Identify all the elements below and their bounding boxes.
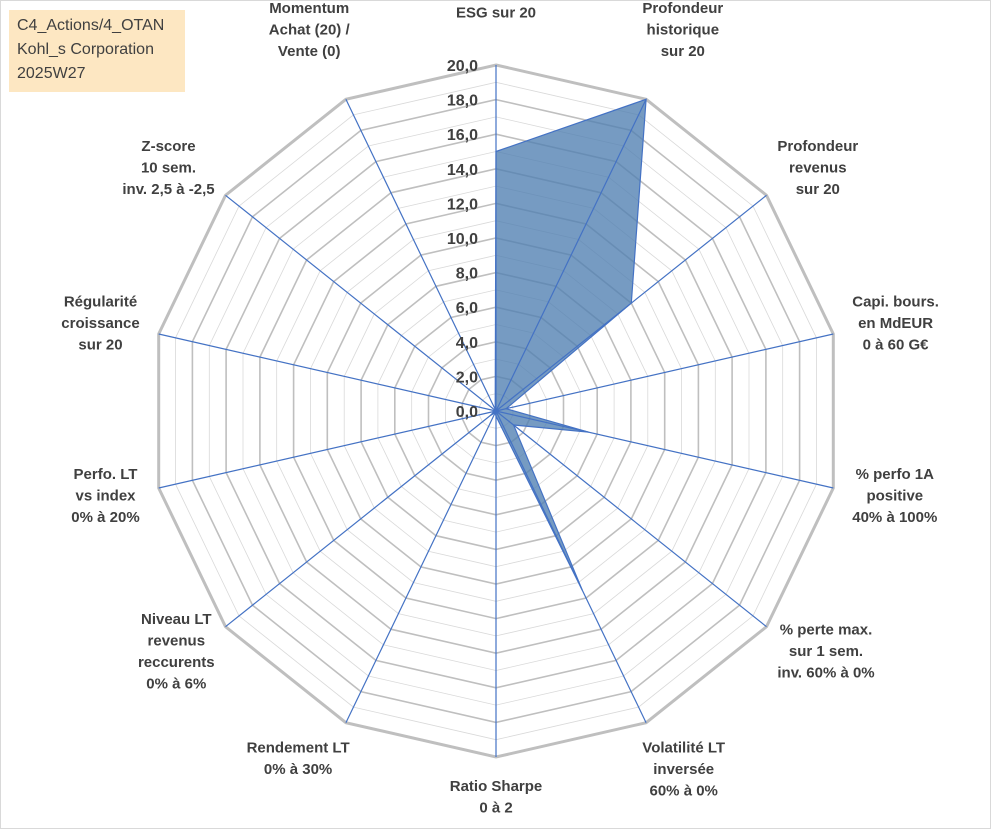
axis-spoke-9 <box>225 410 497 628</box>
axis-label-line: Volatilité LT <box>642 740 725 757</box>
title-line-1: C4_Actions/4_OTAN <box>17 17 165 34</box>
axis-label-line: inv. 60% à 0% <box>777 665 874 682</box>
tick-label: 10,0 <box>447 231 478 248</box>
axis-label-8: Rendement LT 0% à 30% <box>247 740 350 779</box>
axis-label-3: Capi. bours. en MdEUR 0 à 60 G€ <box>852 293 939 353</box>
axis-label-11: Régularité croissance sur 20 <box>61 293 139 353</box>
axis-label-line: inv. 2,5 à -2,5 <box>122 181 214 198</box>
axis-spoke-2 <box>495 194 767 412</box>
tick-label: 2,0 <box>456 369 478 386</box>
axis-label-line: 10 sem. <box>141 159 196 176</box>
axis-label-line: reccurents <box>138 654 215 671</box>
title-line-2: Kohl_s Corporation <box>17 41 154 58</box>
axis-label-line: Perfo. LT <box>74 466 138 483</box>
axis-label-5: % perte max. sur 1 sem. inv. 60% à 0% <box>777 622 874 682</box>
axis-label-line: inversée <box>653 761 714 778</box>
chart-title-box: C4_Actions/4_OTAN Kohl_s Corporation 202… <box>9 10 185 92</box>
tick-label: 8,0 <box>456 266 478 283</box>
axis-spoke-1 <box>495 99 647 412</box>
axis-spoke-4 <box>495 410 834 489</box>
axis-spoke-10 <box>158 410 497 489</box>
series-layer <box>490 98 647 591</box>
axis-label-line: positive <box>866 488 923 505</box>
axis-label-line: 0 à 2 <box>479 800 512 817</box>
axis-spoke-11 <box>158 333 497 412</box>
axis-label-6: Volatilité LT inversée 60% à 0% <box>642 740 725 800</box>
axis-label-line: Profondeur <box>777 138 858 155</box>
axis-spoke-12 <box>225 194 497 412</box>
axis-labels: NoteESG sur 20 Profondeur historique sur 20… <box>61 0 939 817</box>
axis-label-line: Ratio Sharpe <box>450 778 543 795</box>
radial-tick-labels: 0,0 2,0 4,0 6,0 8,0 10,0 12,0 14,0 16,0 18,0 20,0 <box>447 58 478 421</box>
axis-label-7: Ratio Sharpe 0 à 2 <box>450 778 543 817</box>
axis-label-line: revenus <box>148 632 206 649</box>
tick-label: 20,0 <box>447 58 478 75</box>
axis-spoke-13 <box>345 99 497 412</box>
axis-label-line: Rendement LT <box>247 740 350 757</box>
axis-label-9: Niveau LT revenus reccurents 0% à 6% <box>138 611 215 693</box>
axis-label-line: % perfo 1A <box>856 466 935 483</box>
axis-label-line: % perte max. <box>780 622 873 639</box>
tick-label: 6,0 <box>456 300 478 317</box>
axis-label-10: Perfo. LT vs index 0% à 20% <box>71 466 139 526</box>
axis-label-line: 0% à 30% <box>264 761 332 778</box>
axis-label-line: sur 20 <box>661 43 705 60</box>
axis-label-line: sur 1 sem. <box>789 643 863 660</box>
axis-label-line: 40% à 100% <box>852 509 937 526</box>
axis-label-line: Profondeur <box>642 0 723 17</box>
axis-label-line: revenus <box>789 159 847 176</box>
axis-spoke-6 <box>495 410 647 723</box>
series-area-0 <box>490 98 647 591</box>
title-line-3: 2025W27 <box>17 65 86 82</box>
axis-label-13: Momentum Achat (20) / Vente (0) <box>269 0 351 60</box>
tick-label: 0,0 <box>456 404 478 421</box>
axis-label-line: Z-score <box>141 138 195 155</box>
tick-label: 14,0 <box>447 162 478 179</box>
axis-label-line: 0% à 20% <box>71 509 139 526</box>
axis-label-line: Achat (20) / <box>269 21 351 38</box>
axis-label-line: Capi. bours. <box>852 293 939 310</box>
axis-label-line: croissance <box>61 315 139 332</box>
axis-label-12: Z-score 10 sem. inv. 2,5 à -2,5 <box>122 138 214 198</box>
axis-label-line: vs index <box>75 488 136 505</box>
axis-label-4: % perfo 1A positive 40% à 100% <box>852 466 937 526</box>
axis-label-0: NoteESG sur 20 <box>456 5 536 22</box>
tick-label: 18,0 <box>447 93 478 110</box>
axis-label-line: en MdEUR <box>858 315 933 332</box>
axis-spokes <box>158 65 834 757</box>
axis-label-line: Vente (0) <box>278 43 341 60</box>
axis-label-1: Profondeur historique sur 20 <box>642 0 723 60</box>
axis-spoke-8 <box>345 410 497 723</box>
axis-label-2: Profondeur revenus sur 20 <box>777 138 858 198</box>
axis-label-line: Régularité <box>64 293 137 310</box>
axis-spoke-5 <box>495 410 767 628</box>
tick-label: 4,0 <box>456 335 478 352</box>
axis-label-line: 60% à 0% <box>650 783 718 800</box>
axis-label-line: Niveau LT <box>141 611 212 628</box>
axis-label-line: sur 20 <box>796 181 840 198</box>
tick-label: 12,0 <box>447 196 478 213</box>
tick-label: 16,0 <box>447 127 478 144</box>
axis-label-line: historique <box>647 21 720 38</box>
axis-label-line: 0% à 6% <box>146 675 206 692</box>
axis-spoke-3 <box>495 333 834 412</box>
axis-label-line: sur 20 <box>78 336 122 353</box>
axis-label-line: 0 à 60 G€ <box>863 336 930 353</box>
axis-label-line: Momentum <box>269 0 349 17</box>
axis-label-line: ESG sur 20 <box>456 5 536 22</box>
